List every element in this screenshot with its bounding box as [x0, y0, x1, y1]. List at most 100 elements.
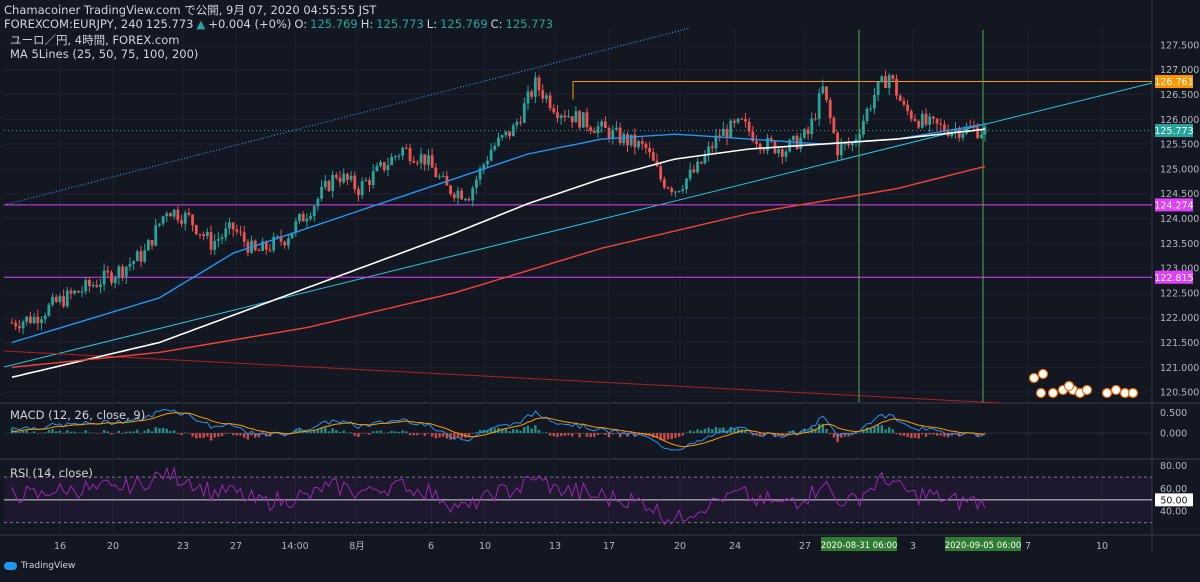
- candle-body: [681, 189, 685, 192]
- macd-histogram-bar: [688, 430, 692, 434]
- macd-histogram-bar: [810, 427, 813, 434]
- macd-histogram-bar: [139, 433, 143, 434]
- candle-body: [312, 206, 316, 217]
- candle-body: [674, 191, 677, 193]
- time-tick-label: 16: [54, 541, 66, 552]
- candle-body: [626, 133, 629, 146]
- macd-histogram-bar: [309, 431, 312, 434]
- time-tick-label: 27: [799, 541, 811, 552]
- macd-histogram-bar: [228, 432, 231, 434]
- candle-body: [460, 190, 464, 200]
- macd-histogram-bar: [397, 431, 401, 434]
- candle-body: [895, 78, 898, 96]
- candle-body: [559, 115, 563, 118]
- candle-body: [618, 127, 622, 144]
- candle-body: [379, 162, 382, 166]
- macd-histogram-bar: [515, 429, 519, 434]
- moving-average-line: [11, 128, 986, 378]
- macd-histogram-bar: [530, 428, 533, 434]
- macd-histogram-bar: [316, 429, 320, 434]
- macd-histogram-bar: [836, 433, 839, 442]
- candle-body: [611, 129, 615, 139]
- macd-histogram-bar: [453, 433, 456, 440]
- candle-body: [121, 266, 124, 277]
- macd-histogram-bar: [873, 426, 876, 434]
- macd-histogram-bar: [442, 433, 445, 437]
- macd-histogram-bar: [335, 430, 338, 434]
- macd-histogram-bar: [552, 433, 555, 437]
- time-tick-label: 27: [230, 541, 242, 552]
- macd-histogram-bar: [250, 433, 253, 436]
- candle-body: [884, 76, 887, 89]
- price-tick-label: 123.500: [1160, 239, 1199, 250]
- macd-histogram-bar: [718, 428, 721, 434]
- macd-histogram-bar: [73, 431, 76, 434]
- candle-body: [685, 178, 688, 190]
- candle-body: [688, 169, 692, 179]
- macd-histogram-bar: [80, 432, 84, 434]
- candle-body: [596, 126, 600, 133]
- tradingview-logo[interactable]: TradingView: [4, 561, 75, 571]
- macd-histogram-bar: [313, 430, 316, 434]
- candle-body: [161, 216, 165, 224]
- ma-indicator-label[interactable]: MA 5Lines (25, 50, 75, 100, 200): [10, 47, 199, 61]
- time-tick-label: 14:00: [281, 541, 308, 552]
- macd-histogram-bar: [582, 433, 585, 434]
- candle-body: [729, 120, 733, 138]
- macd-histogram-bar: [637, 433, 640, 435]
- macd-histogram-bar: [386, 432, 390, 434]
- macd-histogram-bar: [276, 432, 279, 434]
- macd-histogram-bar: [51, 429, 54, 434]
- macd-histogram-bar: [751, 433, 755, 436]
- rsi-label[interactable]: RSI (14, close): [10, 466, 93, 480]
- macd-histogram-bar: [467, 433, 471, 438]
- macd-histogram-bar: [526, 425, 530, 434]
- price-tick-label: 127.500: [1160, 40, 1199, 51]
- macd-histogram-bar: [519, 430, 522, 434]
- macd-label[interactable]: MACD (12, 26, close, 9): [10, 408, 146, 422]
- candle-body: [603, 121, 607, 128]
- candle-body: [416, 162, 419, 164]
- candle-body: [419, 154, 423, 163]
- price-tick-label: 126.500: [1160, 90, 1199, 101]
- change-value: +0.004 (+0%): [208, 17, 292, 31]
- candle-body: [810, 118, 814, 134]
- candle-body: [132, 261, 136, 264]
- macd-histogram-bar: [707, 427, 710, 434]
- candle-body: [533, 77, 537, 97]
- last-price: 125.773: [145, 17, 194, 31]
- candle-body: [290, 232, 294, 239]
- open-label: O:: [294, 17, 308, 31]
- macd-histogram-bar: [32, 431, 36, 434]
- candle-body: [696, 161, 699, 173]
- candle-body: [924, 113, 928, 125]
- macd-histogram-bar: [762, 433, 766, 436]
- time-highlight-label: 2020-08-31 06:00: [821, 541, 898, 551]
- macd-histogram-bar: [66, 430, 69, 434]
- macd-histogram-bar: [696, 429, 699, 434]
- macd-histogram-bar: [18, 431, 21, 434]
- macd-histogram-bar: [663, 433, 666, 441]
- candle-body: [721, 128, 725, 136]
- macd-histogram-bar: [331, 428, 334, 434]
- candle-body: [191, 214, 194, 226]
- candle-body: [183, 212, 187, 224]
- candle-body: [239, 231, 242, 233]
- candle-body: [489, 149, 493, 161]
- candle-body: [154, 225, 158, 246]
- candle-body: [869, 108, 873, 110]
- candle-body: [957, 128, 961, 138]
- candle-body: [76, 290, 80, 293]
- candle-body: [828, 99, 832, 118]
- candle-body: [662, 179, 666, 188]
- candle-body: [493, 145, 497, 150]
- macd-histogram-bar: [504, 428, 508, 434]
- candle-body: [898, 95, 902, 101]
- candle-body: [40, 319, 43, 324]
- candle-body: [10, 322, 14, 324]
- macd-histogram-bar: [700, 430, 703, 434]
- candle-body: [360, 181, 364, 196]
- candle-body: [146, 240, 150, 251]
